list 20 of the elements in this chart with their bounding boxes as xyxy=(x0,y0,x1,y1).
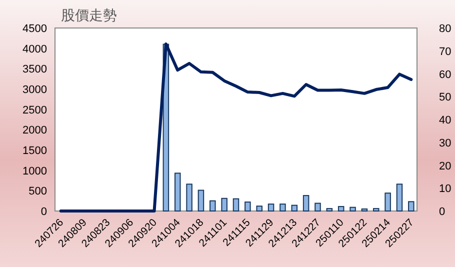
y2-tick-label: 10 xyxy=(439,183,452,196)
y2-tick-label: 80 xyxy=(439,23,452,35)
y2-tick-label: 30 xyxy=(439,137,452,150)
y2-tick-label: 50 xyxy=(439,92,452,104)
y-tick-label: 2000 xyxy=(22,124,47,137)
y-tick-label: 4000 xyxy=(22,43,47,56)
y2-tick-label: 60 xyxy=(439,68,452,81)
y2-tick-label: 70 xyxy=(439,46,452,58)
y2-tick-label: 20 xyxy=(439,160,452,172)
y-tick-label: 0 xyxy=(40,206,47,218)
title: 股價走勢 xyxy=(61,7,117,23)
y-tick-label: 1000 xyxy=(22,165,47,178)
y-tick-label: 1500 xyxy=(22,145,47,157)
y-tick-label: 2500 xyxy=(22,104,47,116)
y2-tick-label: 40 xyxy=(439,114,452,126)
y-tick-label: 3500 xyxy=(22,64,47,76)
y-tick-label: 4500 xyxy=(22,23,47,35)
y2-tick-label: 0 xyxy=(439,206,446,218)
y-tick-label: 3000 xyxy=(22,84,47,96)
y-tick-label: 500 xyxy=(28,186,47,198)
